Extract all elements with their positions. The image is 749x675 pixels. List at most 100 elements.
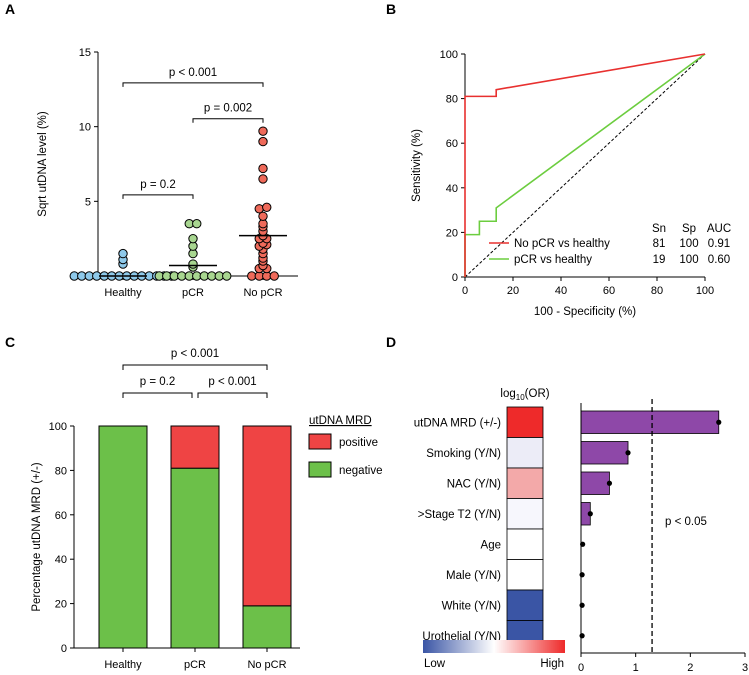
data-point-no-pcr (258, 211, 268, 221)
y-tick-label: 80 (446, 94, 458, 106)
significance-label: p < 0.001 (208, 376, 256, 388)
data-point (587, 511, 593, 517)
x-tick-label: 40 (555, 285, 567, 297)
x-tick-label: 0 (462, 285, 468, 297)
bar-negative (98, 425, 148, 649)
table-cell-sp: 100 (679, 254, 698, 266)
x-tick-label: 2 (687, 662, 693, 674)
legend-swatch-negative (308, 461, 332, 478)
table-cell-sn: 81 (653, 238, 666, 250)
y-tick-label: 80 (55, 465, 67, 477)
bar (580, 441, 629, 465)
data-point-no-pcr (254, 204, 264, 214)
significance-label: p < 0.001 (169, 67, 217, 79)
table-header: Sn (652, 223, 666, 235)
data-point-healthy (118, 248, 128, 259)
y-tick-label: 0 (61, 643, 67, 655)
data-point (579, 572, 585, 578)
threshold-label: p < 0.05 (665, 516, 707, 528)
significance-bracket (122, 82, 264, 87)
y-tick-label: 20 (55, 599, 67, 611)
data-point-pcr (188, 233, 198, 244)
heatmap-cell (506, 437, 544, 469)
legend-label: negative (339, 465, 382, 477)
bar-negative (242, 605, 292, 649)
table-cell-sp: 100 (679, 238, 698, 250)
table-cell-auc: 0.60 (708, 254, 730, 266)
colorbar-low-label: Low (424, 658, 446, 670)
significance-bracket (122, 392, 193, 398)
x-tick-label: pCR (182, 287, 204, 299)
y-tick-label: 15 (79, 47, 91, 59)
panel-letter-c: C (5, 334, 15, 350)
y-tick-label: 0 (452, 272, 458, 284)
data-point-no-pcr (262, 202, 272, 213)
table-header: Sp (682, 223, 696, 235)
x-tick-label: No pCR (247, 659, 286, 671)
heatmap-cell (506, 528, 544, 560)
bar (580, 471, 610, 495)
data-point (716, 419, 722, 425)
data-point-no-pcr (269, 271, 279, 281)
y-tick-label: 40 (446, 183, 458, 195)
data-point-no-pcr (258, 174, 268, 184)
table-header: AUC (707, 223, 731, 235)
legend-label: No pCR vs healthy (514, 238, 610, 250)
roc-curve-no-pcr-vs-healthy (464, 53, 706, 277)
data-point-no-pcr (258, 136, 268, 147)
row-label: Age (481, 539, 501, 551)
bar-positive (242, 425, 292, 607)
x-tick-label: No pCR (243, 287, 282, 299)
significance-label: p = 0.2 (140, 376, 176, 388)
x-axis-title: 100 - Specificity (%) (534, 306, 636, 318)
panel-b-roc: 0 20 40 60 80 100 0 20 40 60 80 100 100 - Specificit… (411, 49, 731, 318)
table-cell-auc: 0.91 (708, 238, 730, 250)
significance-label: p = 0.2 (140, 179, 176, 191)
y-tick-label: 100 (49, 421, 67, 433)
x-tick-label: 20 (507, 285, 519, 297)
panel-d-forest: log10(OR) utDNA MRD (+/-) Smoking (Y/N) NAC… (414, 388, 748, 674)
data-point-pcr (192, 219, 202, 229)
heatmap-cell (506, 406, 544, 438)
data-point (579, 633, 585, 639)
y-tick-label: 5 (85, 196, 91, 208)
significance-bracket (122, 194, 194, 199)
heatmap-cell (506, 559, 544, 591)
significance-label: p = 0.002 (204, 103, 252, 115)
bar (580, 410, 720, 434)
y-axis-title: Sqrt utDNA level (%) (37, 111, 49, 217)
table-cell-sn: 19 (653, 254, 666, 266)
bar-negative (170, 467, 220, 649)
y-tick-label: 100 (440, 49, 458, 61)
row-label: Smoking (Y/N) (426, 448, 501, 460)
legend-swatch-positive (308, 433, 332, 450)
panel-c-stacked-bar: 0 20 40 60 80 100 Percentage utDNA MRD (+/-) He… (31, 348, 382, 671)
x-tick-label: 1 (633, 662, 639, 674)
row-label: utDNA MRD (+/-) (414, 417, 501, 429)
legend-label: positive (339, 437, 378, 449)
row-label: Male (Y/N) (446, 570, 501, 582)
significance-bracket (192, 118, 264, 123)
y-tick-label: 60 (446, 138, 458, 150)
x-tick-label: 60 (603, 285, 615, 297)
x-tick-label: Healthy (104, 659, 142, 671)
x-tick-label: pCR (184, 659, 206, 671)
panel-letter-b: B (386, 1, 396, 17)
heatmap-cell (506, 589, 544, 621)
colorbar-high-label: High (540, 658, 564, 670)
heatmap-title: log10(OR) (500, 388, 549, 402)
data-point (606, 480, 613, 486)
x-tick-label: 100 (696, 285, 714, 297)
significance-label: p < 0.001 (171, 348, 219, 360)
data-point-no-pcr (258, 163, 268, 174)
row-label: >Stage T2 (Y/N) (418, 509, 501, 521)
panel-letter-d: D (386, 334, 396, 350)
legend-label: pCR vs healthy (514, 254, 592, 266)
row-label: NAC (Y/N) (447, 478, 501, 490)
y-tick-label: 20 (446, 227, 458, 239)
row-label: White (Y/N) (442, 600, 502, 612)
significance-bracket (122, 364, 268, 370)
data-point (579, 602, 585, 608)
bar-positive (170, 425, 220, 469)
